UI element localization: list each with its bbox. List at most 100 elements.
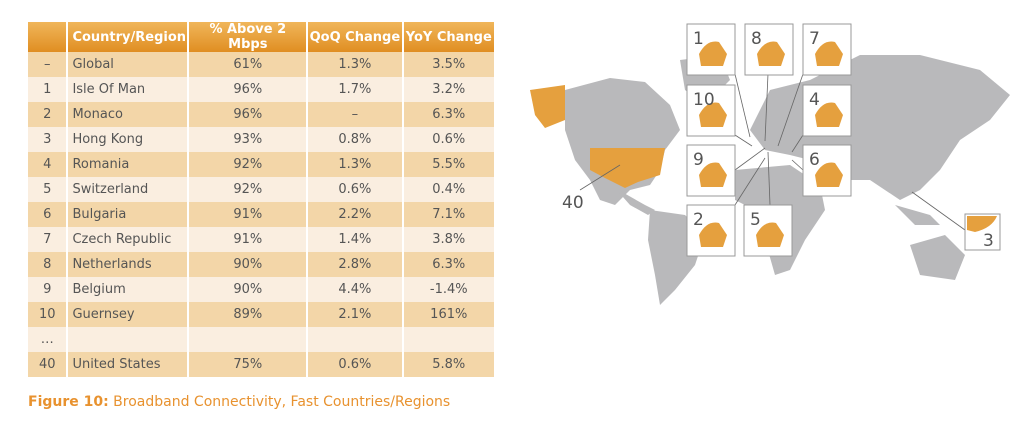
country-cell: Czech Republic [67,227,190,252]
percent-cell [188,327,309,352]
rank-cell: 9 [28,277,69,302]
callout-lines [579,73,966,231]
callout-label: 6 [809,150,820,170]
country-shape [699,222,727,247]
yoy-cell: -1.4% [402,277,494,302]
caption-text: Broadband Connectivity, Fast Countries/R… [108,394,451,410]
percent-cell: 75% [188,352,309,377]
table-row: 3 Hong Kong 93% 0.8% 0.6% [28,127,494,152]
rank-cell: 6 [28,202,69,227]
percent-cell: 91% [188,202,309,227]
qoq-cell: 2.1% [307,302,404,327]
table-row: 7 Czech Republic 91% 1.4% 3.8% [28,227,494,252]
country-shape [699,162,727,187]
country-cell: Switzerland [67,177,190,202]
country-cell: Romania [67,152,190,177]
callout-box-3: 3 [964,213,1001,251]
qoq-cell: 1.3% [307,152,404,177]
yoy-cell: 6.3% [402,252,494,277]
world-map: 1 8 7 10 4 9 6 2 5 3 40 [530,23,1010,305]
percent-cell: 90% [188,277,309,302]
caption-label: Figure 10: [28,394,109,410]
callout-box-10: 10 [686,84,736,137]
percent-cell: 96% [188,102,309,127]
callout-box-8: 8 [744,23,794,76]
qoq-cell: 0.8% [307,127,404,152]
country-shape [815,41,843,66]
callout-box-6: 6 [802,144,852,197]
callout-label: 5 [750,210,761,230]
rank-cell: 10 [28,302,69,327]
yoy-cell: 161% [402,302,494,327]
country-cell: Hong Kong [67,127,190,152]
callout-label: 4 [809,90,820,110]
country-cell: Netherlands [67,252,190,277]
table-row: 40 United States 75% 0.6% 5.8% [28,352,494,377]
country-shape [757,41,785,66]
southeast-asia [895,205,940,225]
column-header: Country/Region [67,22,190,52]
table-row: 10 Guernsey 89% 2.1% 161% [28,302,494,327]
rank-cell: 7 [28,227,69,252]
united-states [590,148,665,188]
central-america [615,188,655,215]
qoq-cell: 1.3% [307,52,404,77]
percent-cell: 90% [188,252,309,277]
country-cell [67,327,190,352]
country-shape [815,102,843,127]
rank-cell: 40 [28,352,69,377]
qoq-cell: 1.7% [307,77,404,102]
column-header: QoQ Change [307,22,404,52]
qoq-cell [307,327,404,352]
qoq-cell: 2.8% [307,252,404,277]
callout-label: 3 [983,231,994,251]
table-row: – Global 61% 1.3% 3.5% [28,52,494,77]
rank-cell: 1 [28,77,69,102]
rank-cell: … [28,327,69,352]
table-row: 9 Belgium 90% 4.4% -1.4% [28,277,494,302]
country-cell: Isle Of Man [67,77,190,102]
column-header: YoY Change [402,22,494,52]
callout-box-2: 2 [686,204,736,257]
yoy-cell: 0.4% [402,177,494,202]
country-cell: Bulgaria [67,202,190,227]
yoy-cell: 3.8% [402,227,494,252]
callout-label-40: 40 [562,193,584,213]
qoq-cell: 4.4% [307,277,404,302]
country-cell: Monaco [67,102,190,127]
qoq-cell: 0.6% [307,177,404,202]
rank-cell: 2 [28,102,69,127]
callout-label: 2 [693,210,704,230]
table-row: 6 Bulgaria 91% 2.2% 7.1% [28,202,494,227]
country-cell: United States [67,352,190,377]
country-shape [815,162,843,187]
percent-cell: 89% [188,302,309,327]
country-cell: Belgium [67,277,190,302]
figure-caption: Figure 10: Broadband Connectivity, Fast … [28,394,450,410]
callout-box-5: 5 [743,204,793,257]
yoy-cell: 3.2% [402,77,494,102]
table-row: 4 Romania 92% 1.3% 5.5% [28,152,494,177]
qoq-cell: 2.2% [307,202,404,227]
column-header [28,22,69,52]
callout-box-1: 1 [686,23,736,76]
rank-cell: 5 [28,177,69,202]
connectivity-table: Country/Region% Above 2 Mbps QoQ Change Yo… [28,22,494,377]
callout-label: 7 [809,29,820,49]
callout-box-7: 7 [802,23,852,76]
alaska [530,85,565,128]
table-row: 8 Netherlands 90% 2.8% 6.3% [28,252,494,277]
landmasses [530,55,1010,305]
rank-cell: 8 [28,252,69,277]
yoy-cell [402,327,494,352]
percent-cell: 92% [188,152,309,177]
rank-cell: 4 [28,152,69,177]
yoy-cell: 3.5% [402,52,494,77]
qoq-cell: – [307,102,404,127]
callout-label: 10 [693,90,715,110]
yoy-cell: 6.3% [402,102,494,127]
yoy-cell: 5.8% [402,352,494,377]
table-row: 5 Switzerland 92% 0.6% 0.4% [28,177,494,202]
rank-cell: 3 [28,127,69,152]
table-row: … [28,327,494,352]
